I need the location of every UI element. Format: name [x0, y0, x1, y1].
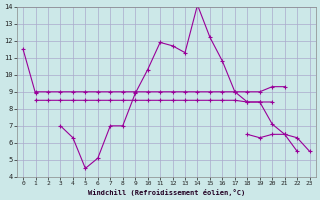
X-axis label: Windchill (Refroidissement éolien,°C): Windchill (Refroidissement éolien,°C): [88, 189, 245, 196]
